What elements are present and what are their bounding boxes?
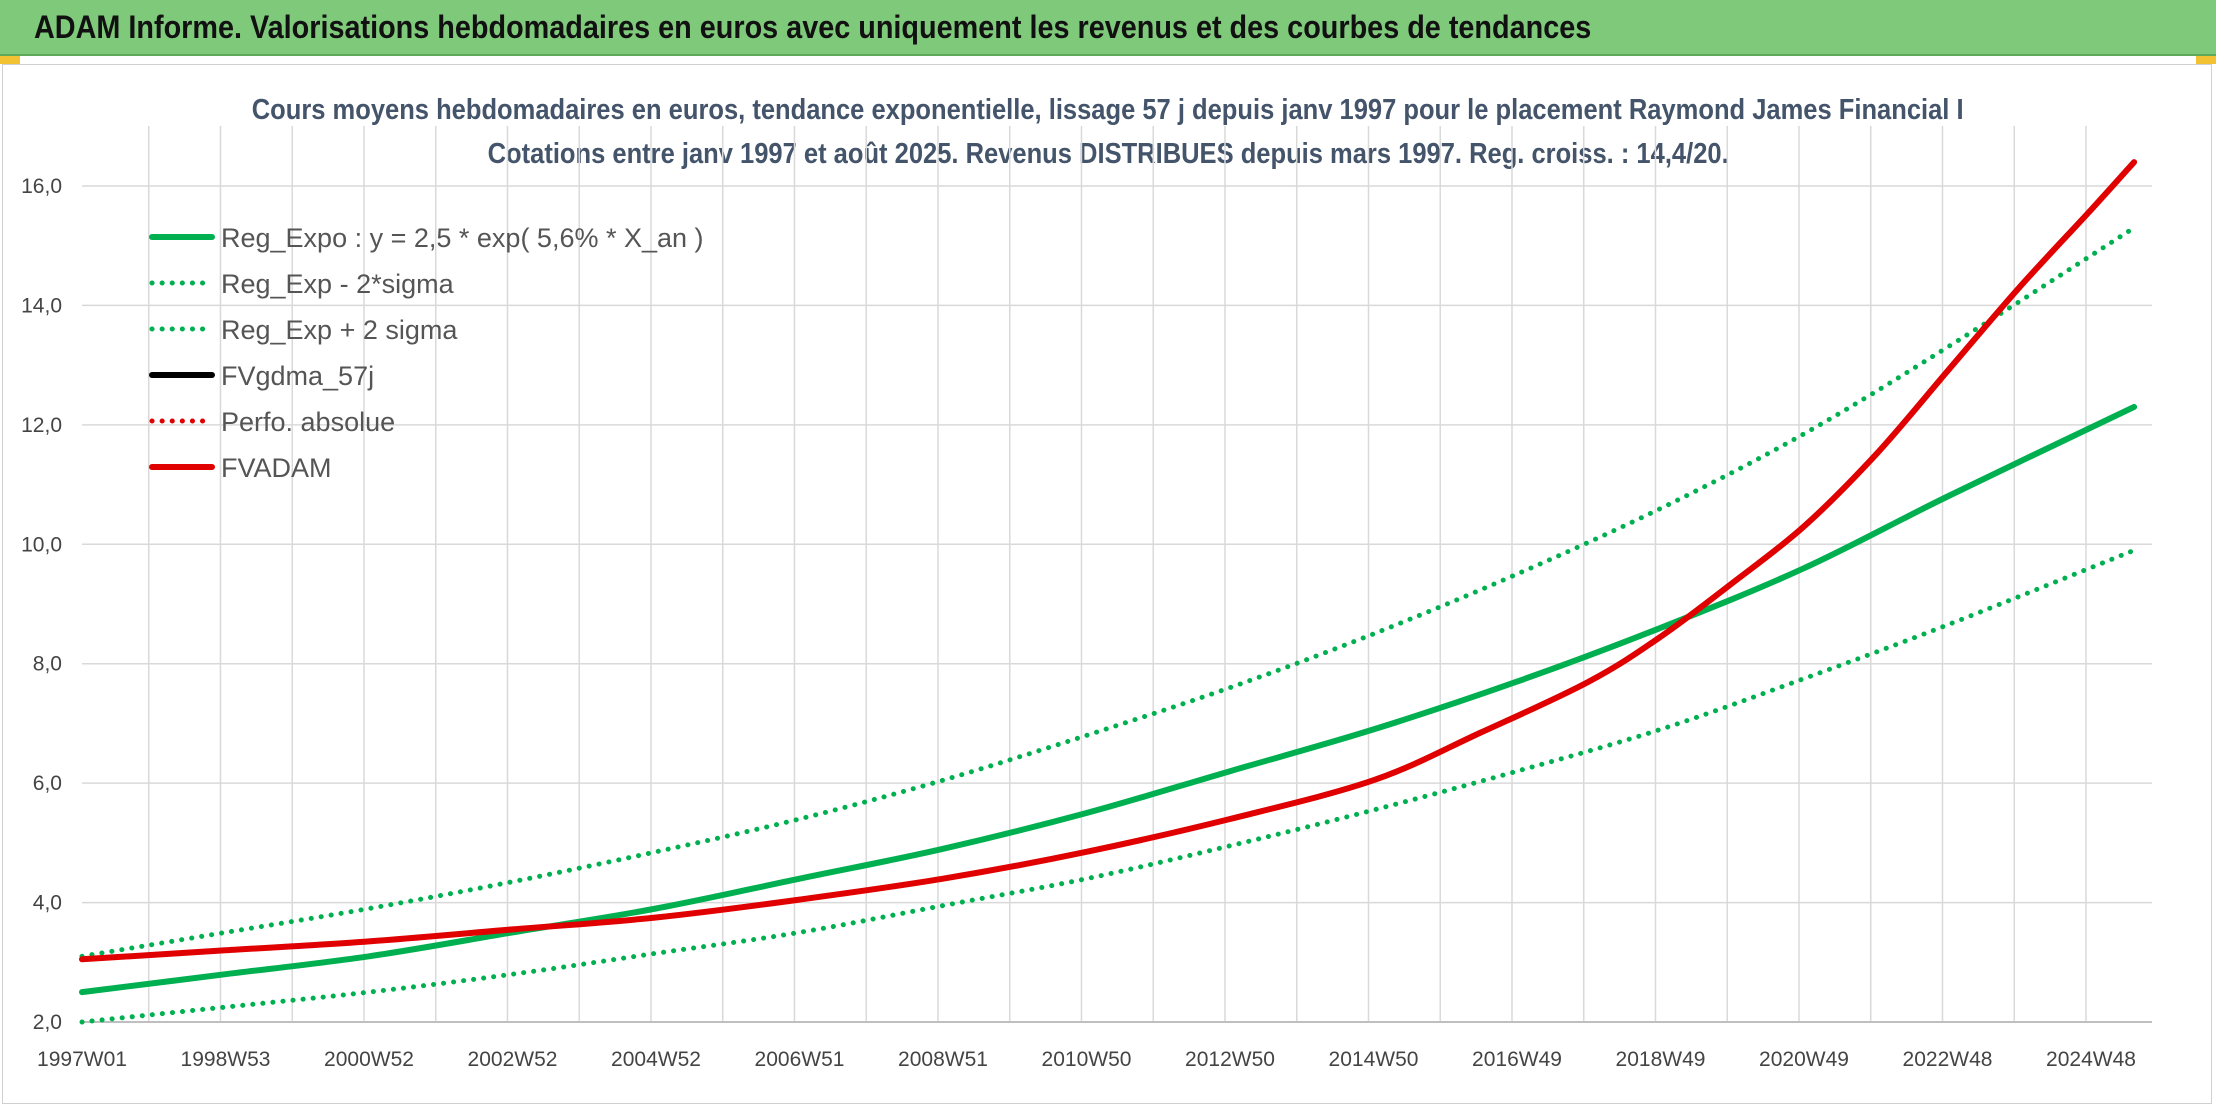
legend-label: Perfo. absolue	[221, 407, 395, 437]
x-tick-label: 2022W48	[1903, 1048, 1993, 1071]
x-tick-label: 2018W49	[1616, 1048, 1706, 1071]
x-tick-label: 1997W01	[37, 1048, 127, 1071]
legend-label: Reg_Exp - 2*sigma	[221, 269, 455, 299]
report-title: ADAM Informe. Valorisations hebdomadaire…	[34, 9, 1592, 45]
corner-accent-left	[0, 56, 20, 64]
corner-accent-right	[2196, 56, 2216, 64]
y-tick-label: 16,0	[21, 175, 62, 198]
chart-subtitle: Cotations entre janv 1997 et août 2025. …	[487, 138, 1729, 170]
legend-label: Reg_Exp + 2 sigma	[221, 315, 458, 345]
x-axis-ticks: 1997W01 1998W53 2000W52 2002W52 2004W52 2006W…	[37, 1048, 2136, 1071]
legend-label: FVADAM	[221, 453, 332, 483]
series-line-2	[79, 225, 2137, 959]
x-tick-label: 2002W52	[468, 1048, 558, 1071]
y-tick-label: 12,0	[21, 414, 62, 437]
x-tick-label: 2016W49	[1472, 1048, 1562, 1071]
legend-label: FVgdma_57j	[221, 361, 374, 391]
chart-frame	[2, 64, 2212, 1104]
series-line-5	[79, 159, 2138, 963]
series-line-0	[79, 403, 2138, 996]
x-tick-label: 2020W49	[1759, 1048, 1849, 1071]
x-tick-label: 2014W50	[1329, 1048, 1419, 1071]
x-tick-label: 2024W48	[2046, 1048, 2136, 1071]
y-tick-label: 14,0	[21, 294, 62, 317]
y-tick-label: 10,0	[21, 533, 62, 556]
x-tick-label: 2000W52	[324, 1048, 414, 1071]
y-tick-label: 4,0	[33, 892, 62, 915]
x-tick-label: 1998W53	[181, 1048, 271, 1071]
legend-label: Reg_Expo : y = 2,5 * exp( 5,6% * X_an )	[221, 223, 704, 253]
y-tick-label: 8,0	[33, 653, 62, 676]
y-axis-ticks: 2,0 4,0 6,0 8,0 10,0 12,0 14,0 16,0	[21, 175, 62, 1034]
x-tick-label: 2012W50	[1185, 1048, 1275, 1071]
legend: Reg_Expo : y = 2,5 * exp( 5,6% * X_an ) R…	[149, 223, 704, 483]
chart-title: Cours moyens hebdomadaires en euros, ten…	[252, 94, 1964, 126]
y-tick-label: 2,0	[33, 1011, 62, 1034]
x-tick-label: 2008W51	[898, 1048, 988, 1071]
x-tick-label: 2010W50	[1042, 1048, 1132, 1071]
y-tick-label: 6,0	[33, 772, 62, 795]
grid-lines	[82, 126, 2152, 1023]
report-header: ADAM Informe. Valorisations hebdomadaire…	[0, 0, 2216, 56]
x-tick-label: 2006W51	[755, 1048, 845, 1071]
series-lines	[79, 159, 2138, 1025]
x-tick-label: 2004W52	[611, 1048, 701, 1071]
